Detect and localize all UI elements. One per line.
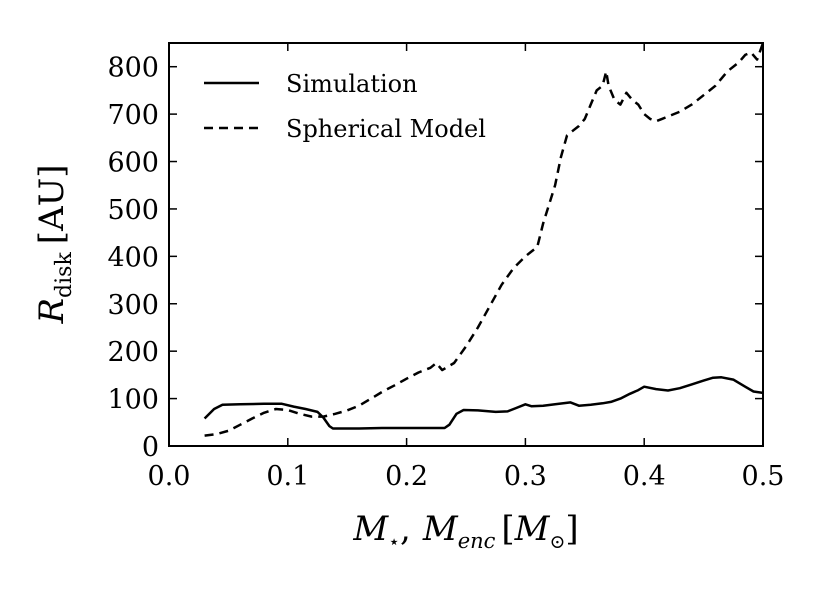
y-tick-label: 600: [107, 148, 159, 179]
x-label-enc-subscript: enc: [458, 529, 496, 553]
x-label-separator: ,: [400, 509, 411, 549]
x-label-m-star: M: [352, 509, 389, 549]
x-label-bracket-close: ]: [565, 509, 578, 549]
plot-area-frame: [168, 42, 764, 447]
y-tick-label: 300: [107, 290, 159, 321]
x-label-star-subscript: ⋆: [388, 531, 400, 553]
x-tick-label: 0.4: [623, 461, 666, 492]
x-label-bracket-open: [: [501, 509, 514, 549]
x-label-m-sun: M: [514, 509, 551, 549]
y-tick-label: 0: [142, 432, 159, 463]
x-label-sun-subscript: ⊙: [550, 531, 566, 553]
x-tick-label: 0.5: [742, 461, 785, 492]
y-label-r: R: [32, 298, 72, 325]
legend-label-spherical-model: Spherical Model: [286, 115, 486, 143]
series-line-simulation: [203, 376, 763, 430]
y-tick-label: 200: [107, 337, 159, 368]
legend-label-simulation: Simulation: [286, 70, 418, 98]
x-axis-label: M⋆, Menc [M⊙]: [352, 509, 578, 553]
x-tick-label: 0.0: [148, 461, 191, 492]
x-tick-label: 0.1: [266, 461, 309, 492]
y-tick-label: 700: [107, 100, 159, 131]
y-tick-label: 400: [107, 242, 159, 273]
legend: Simulation Spherical Model: [204, 70, 486, 143]
x-tick-label: 0.3: [504, 461, 547, 492]
x-label-m-enc: M: [422, 509, 459, 549]
y-axis-label: Rdisk [AU]: [32, 164, 77, 324]
y-tick-label: 500: [107, 195, 159, 226]
y-label-disk-subscript: disk: [52, 252, 77, 298]
y-tick-label: 800: [107, 53, 159, 84]
y-tick-label: 100: [107, 385, 159, 416]
x-tick-label: 0.2: [385, 461, 428, 492]
series-line-spherical-model: [204, 43, 763, 437]
y-label-unit: [AU]: [32, 164, 72, 244]
